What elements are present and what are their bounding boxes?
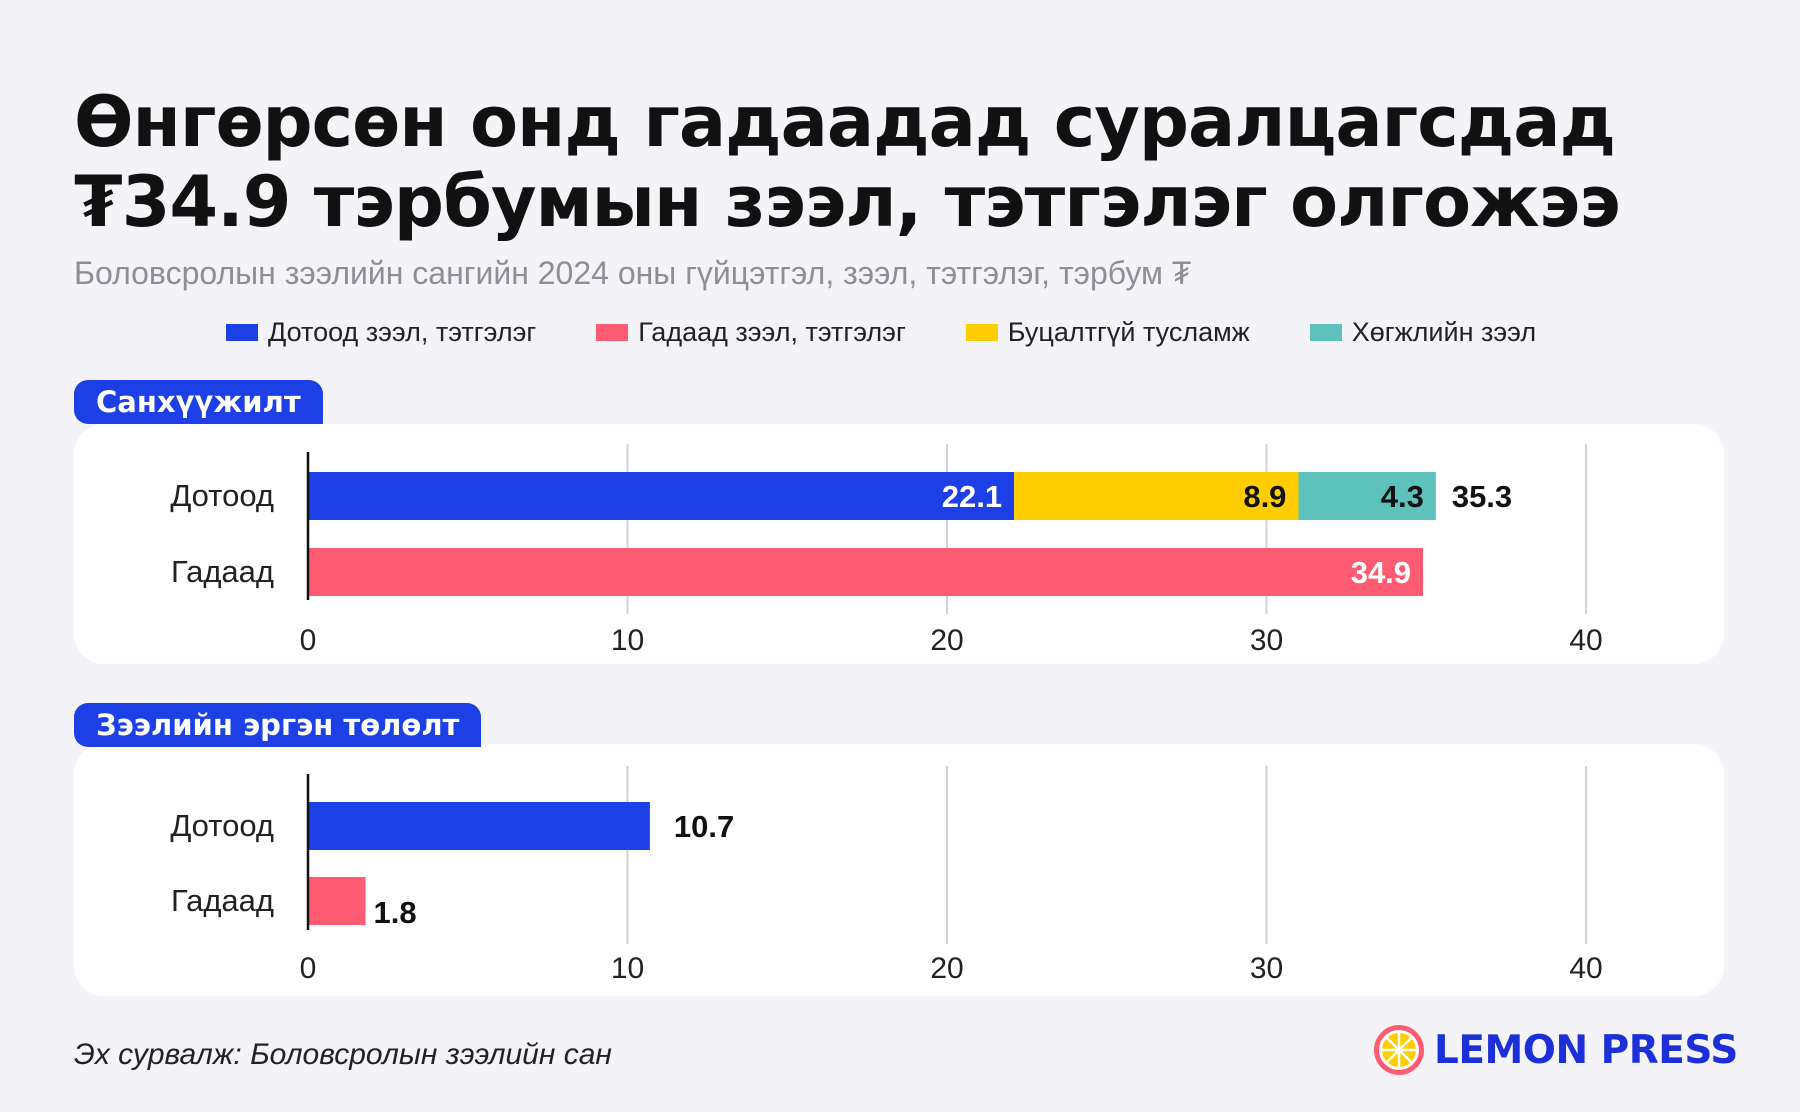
value-label-дотоод-1: 8.9 <box>1243 479 1286 514</box>
x-tick-label-40: 40 <box>1569 624 1602 657</box>
legend: Дотоод зээл, тэтгэлэг Гадаад зээл, тэтгэ… <box>226 316 1536 348</box>
bar-дотоод-2 <box>1298 472 1436 520</box>
x-tick-label-40: 40 <box>1569 952 1602 985</box>
legend-item-domestic: Дотоод зээл, тэтгэлэг <box>226 317 536 348</box>
value-label-дотоод-0: 22.1 <box>942 479 1002 514</box>
brand-name: LEMON PRESS <box>1434 1027 1738 1073</box>
legend-label-development: Хөгжлийн зээл <box>1351 316 1537 347</box>
title-line-2: ₮34.9 тэрбумын зээл, тэтгэлэг олгожээ <box>74 161 1621 243</box>
source-note: Эх сурвалж: Боловсролын зээлийн сан <box>74 1038 612 1071</box>
category-label-гадаад: Гадаад <box>171 883 274 918</box>
legend-swatch-development <box>1309 323 1342 341</box>
x-tick-label-20: 20 <box>930 624 963 657</box>
lemon-icon <box>1374 1025 1424 1075</box>
x-tick-label-0: 0 <box>300 624 317 657</box>
x-tick-label-0: 0 <box>300 952 317 985</box>
x-tick-label-10: 10 <box>611 624 644 657</box>
funding-chart: Дотоод Гадаад 22.1 8.9 4.3 35.3 34.9 0 10 20 30 40 <box>170 444 1603 657</box>
brand-logo: LEMON PRESS <box>1372 1020 1738 1080</box>
bar-дотоод-0 <box>308 802 650 850</box>
chart-subtitle: Боловсролын зээлийн сангийн 2024 оны гүй… <box>74 255 1192 291</box>
repayment-chart: Дотоод Гадаад 10.7 1.8 0 10 20 30 40 <box>170 766 1603 985</box>
bar-дотоод-1 <box>1014 472 1299 520</box>
repayment-section-tab: Зээлийн эргэн төлөлт <box>74 703 482 747</box>
value-label-дотоод-2: 4.3 <box>1381 479 1424 514</box>
category-label-дотоод: Дотоод <box>170 808 274 843</box>
repayment-panel <box>74 744 1724 996</box>
value-label-гадаад-3: 34.9 <box>1351 555 1411 590</box>
bar-гадаад-3 <box>308 548 1424 596</box>
value-label-гадаад: 1.8 <box>374 895 417 930</box>
total-label-дотоод: 35.3 <box>1452 479 1512 514</box>
legend-swatch-domestic <box>226 323 258 341</box>
bar-дотоод-0 <box>308 472 1015 520</box>
value-label-дотоод: 10.7 <box>674 809 734 844</box>
x-tick-label-10: 10 <box>611 952 644 985</box>
legend-item-grant: Буцалтгүй тусламж <box>965 316 1250 348</box>
chart-title: Өнгөрсөн онд гадаадад суралцагсдад ₮34.9… <box>74 82 1714 242</box>
funding-panel <box>74 424 1724 664</box>
title-line-1: Өнгөрсөн онд гадаадад суралцагсдад <box>74 81 1616 163</box>
legend-swatch-foreign <box>596 323 629 341</box>
legend-label-foreign: Гадаад зээл, тэтгэлэг <box>638 316 906 347</box>
x-tick-label-30: 30 <box>1250 624 1283 657</box>
x-tick-label-30: 30 <box>1250 952 1283 985</box>
legend-item-foreign: Гадаад зээл, тэтгэлэг <box>596 317 906 348</box>
legend-label-domestic: Дотоод зээл, тэтгэлэг <box>268 316 537 347</box>
legend-swatch-grant <box>965 323 998 341</box>
legend-item-development: Хөгжлийн зээл <box>1309 316 1537 348</box>
category-label-гадаад: Гадаад <box>171 554 274 589</box>
x-tick-label-20: 20 <box>930 952 963 985</box>
legend-label-grant: Буцалтгүй тусламж <box>1007 316 1250 347</box>
category-label-дотоод: Дотоод <box>170 478 274 513</box>
bar-гадаад-1 <box>308 877 366 925</box>
funding-section-tab: Санхүүжилт <box>74 380 323 424</box>
